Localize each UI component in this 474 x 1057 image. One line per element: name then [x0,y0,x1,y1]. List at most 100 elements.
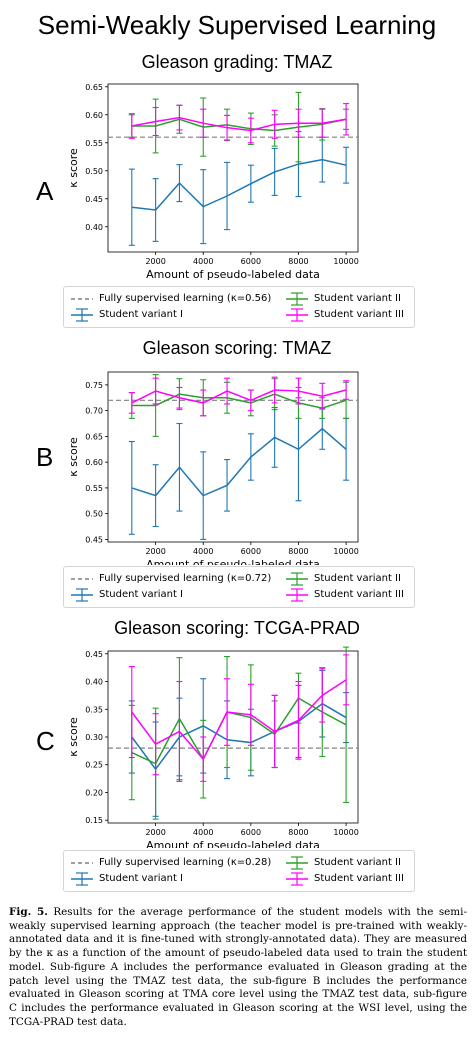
series-line [131,393,347,409]
x-tick-label: 2000 [145,257,165,266]
error-bar [128,168,135,246]
panel-a-title: Gleason grading: TMAZ [141,52,333,72]
error-bar [128,113,135,139]
y-tick-label: 0.65 [85,83,103,92]
error-bar [271,376,278,404]
legend-a: Fully supervised learning (κ=0.56) Stude… [63,286,415,328]
panel-c-title: Gleason scoring: TCGA-PRAD [114,618,360,638]
y-tick-label: 0.45 [85,650,103,659]
y-tick-label: 0.20 [85,788,103,797]
error-bar [271,147,278,196]
y-tick-label: 0.30 [85,733,103,742]
error-bar [152,713,159,776]
chart-b: 0.45 0.50 0.55 0.60 0.65 0.70 0.75 2000 4000 6000… [67,371,359,565]
error-bar [200,169,207,245]
error-bar [319,668,326,723]
error-bar [271,694,278,769]
x-axis-label: Amount of pseudo-labeled data [146,558,320,565]
error-bar [152,106,159,137]
y-tick-label: 0.75 [85,381,103,390]
x-tick-label: 2000 [145,547,165,556]
y-tick-label: 0.50 [85,510,103,519]
series-line [131,118,347,132]
y-tick-label: 0.40 [85,223,103,232]
chart-a: 0.40 0.45 0.50 0.55 0.60 0.65 2000 4000 6000 8000… [67,83,359,281]
y-tick-label: 0.25 [85,761,103,770]
error-bar [200,108,207,138]
x-tick-label: 4000 [193,547,213,556]
error-bar [295,680,302,760]
error-bar [247,389,254,412]
error-bar [319,382,326,410]
series-line [131,389,347,404]
x-tick-label: 2000 [145,828,165,837]
x-axis-label: Amount of pseudo-labeled data [146,839,320,848]
x-tick-label: 10000 [333,257,358,266]
error-bar [343,380,350,400]
y-tick-label: 0.55 [85,484,103,493]
series-line [131,702,347,771]
y-tick-label: 0.60 [85,458,103,467]
plot-area [107,83,359,253]
error-bar [224,114,231,141]
x-tick-label: 6000 [241,257,261,266]
error-bar [224,459,231,512]
series-variant-iii [128,376,350,417]
x-tick-label: 10000 [333,547,358,556]
error-bar [176,422,183,512]
y-tick-label: 0.35 [85,705,103,714]
error-bar [200,736,207,782]
series-variant-iii [128,654,350,782]
y-tick-label: 0.40 [85,678,103,687]
y-tick-label: 0.65 [85,432,103,441]
legend-b: Fully supervised learning (κ=0.72) Stude… [63,566,415,608]
error-bar [200,451,207,540]
error-bar [128,665,135,759]
series-line [131,679,347,761]
x-tick-label: 4000 [193,257,213,266]
error-bar [200,389,207,417]
y-axis-label: κ score [67,717,80,757]
error-bar [128,392,135,414]
error-bar [128,440,135,535]
error-bar [247,117,254,144]
error-bar [247,164,254,203]
error-bar [295,108,302,138]
error-bar [343,654,350,706]
legend-c: Fully supervised learning (κ=0.28) Stude… [63,850,415,892]
panel-c-letter: C [36,726,55,756]
error-bar [224,161,231,231]
error-bar [343,103,350,136]
series-line [131,427,347,497]
panel-b-title: Gleason scoring: TMAZ [142,338,332,358]
error-bar [176,386,183,409]
y-tick-label: 0.45 [85,535,103,544]
x-tick-label: 8000 [288,257,308,266]
x-tick-label: 10000 [333,828,358,837]
error-bar [152,464,159,528]
x-tick-label: 8000 [288,828,308,837]
y-axis-label: κ score [67,437,80,477]
error-bar [319,108,326,138]
series-variant-i [128,131,350,246]
error-bar [176,164,183,203]
series-variant-iii [128,103,350,144]
error-bar [271,109,278,139]
error-bar [224,377,231,405]
x-tick-label: 8000 [288,547,308,556]
x-tick-label: 6000 [241,547,261,556]
panel-a-letter: A [36,176,54,206]
caption-label: Fig. 5. [9,906,48,918]
series-line [131,697,347,765]
y-tick-label: 0.70 [85,407,103,416]
error-bar [295,377,302,405]
caption-text: Results for the average performance of t… [9,906,467,1028]
y-tick-label: 0.50 [85,167,103,176]
error-bar [247,433,254,481]
y-tick-label: 0.15 [85,816,103,825]
x-axis-label: Amount of pseudo-labeled data [146,268,320,281]
y-tick-label: 0.55 [85,139,103,148]
y-tick-label: 0.60 [85,111,103,120]
y-axis-label: κ score [67,148,80,188]
x-tick-label: 4000 [193,828,213,837]
